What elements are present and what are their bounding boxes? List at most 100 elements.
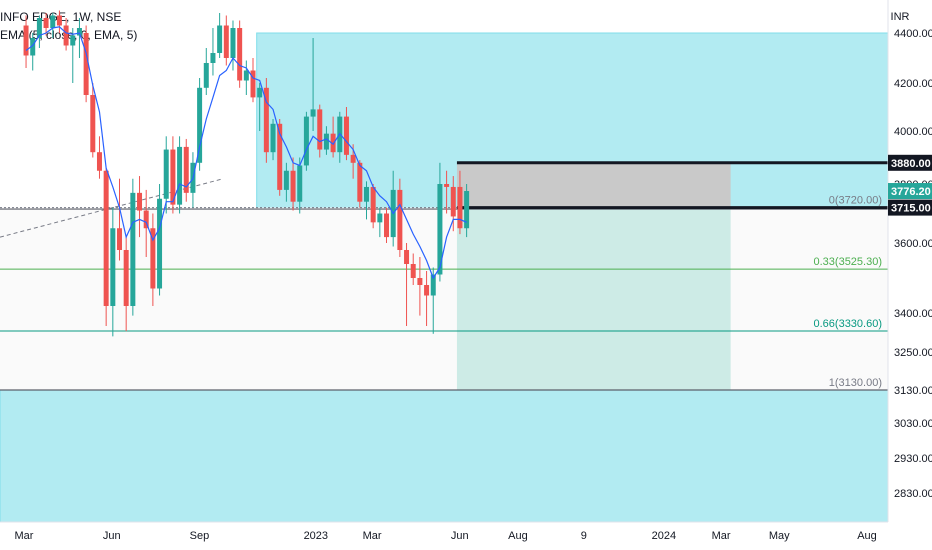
candle-body <box>56 15 62 26</box>
candle <box>377 207 383 238</box>
candle-body <box>117 228 123 250</box>
ema-line <box>25 26 467 280</box>
candle <box>404 243 410 326</box>
candle <box>243 60 249 95</box>
candle-body <box>310 109 316 117</box>
ema-layer <box>25 26 467 280</box>
candle <box>303 111 309 171</box>
stop-zone <box>456 162 731 208</box>
candle <box>277 119 283 196</box>
candle <box>457 170 463 235</box>
candle-body <box>297 165 303 202</box>
candle-body <box>430 274 436 296</box>
candle <box>363 181 369 220</box>
candle-body <box>43 18 49 28</box>
candle <box>370 184 376 229</box>
candle-body <box>223 25 229 58</box>
candle <box>297 157 303 214</box>
candles-layer <box>23 10 470 337</box>
candle-body <box>90 95 96 153</box>
candle <box>217 13 223 58</box>
candle <box>110 207 116 337</box>
candle <box>397 178 403 257</box>
fib-label-1: 0.33(3525.30) <box>814 256 883 268</box>
candle <box>410 253 416 285</box>
candle-body <box>83 33 89 95</box>
x-tick-label: 9 <box>581 530 587 542</box>
zones-layer <box>0 32 889 523</box>
x-tick-label: Mar <box>363 530 382 542</box>
y-tick-label: 3600.00 <box>894 238 932 250</box>
candle-body <box>444 184 450 187</box>
candle <box>137 176 143 238</box>
candle-body <box>76 28 82 36</box>
candle <box>283 162 289 202</box>
candle <box>357 160 363 208</box>
target-zone <box>456 207 731 390</box>
candle <box>190 152 196 208</box>
price-axis <box>888 0 932 550</box>
candle <box>150 213 156 306</box>
candle-body <box>257 87 263 98</box>
candle <box>123 237 129 332</box>
candle-body <box>404 250 410 264</box>
candle <box>30 33 36 71</box>
fib-label-3: 1(3130.00) <box>829 377 882 389</box>
candle <box>157 184 163 296</box>
candle-body <box>464 191 470 229</box>
candle-body <box>290 170 296 202</box>
candle <box>444 170 450 214</box>
candle <box>384 207 390 243</box>
candle-body <box>177 146 183 205</box>
candle-body <box>424 285 430 296</box>
candle <box>90 83 96 158</box>
candle-body <box>63 25 69 46</box>
candle <box>210 28 216 76</box>
candle <box>96 136 102 179</box>
candle <box>230 20 236 71</box>
fib-band <box>0 207 888 390</box>
x-tick-label: Aug <box>508 530 528 542</box>
x-tick-label: 2024 <box>652 530 676 542</box>
fib-label-0: 0(3720.00) <box>829 195 882 207</box>
candle-body <box>437 184 443 275</box>
y-tick-label: 4400.00 <box>894 28 932 40</box>
x-tick-label: Mar <box>712 530 731 542</box>
candle-body <box>357 162 363 202</box>
x-tick-label: Mar <box>15 530 34 542</box>
x-tick-label: Sep <box>190 530 210 542</box>
candle-body <box>343 116 349 155</box>
candle-body <box>30 38 36 56</box>
y-tick-label: 2930.00 <box>894 453 932 465</box>
candle <box>43 13 49 36</box>
candle <box>424 271 430 326</box>
candle <box>197 78 203 171</box>
currency-label: INR <box>891 11 910 23</box>
x-tick-label: May <box>769 530 790 542</box>
fib-label-2: 0.66(3330.60) <box>814 318 883 330</box>
candle-body <box>277 123 283 190</box>
candle-body <box>384 213 390 238</box>
y-tick-label: 3250.00 <box>894 347 932 359</box>
candle-body <box>323 133 329 150</box>
candle <box>70 28 76 83</box>
y-tick-label: 3030.00 <box>894 418 932 430</box>
candle-body <box>210 53 216 63</box>
candle <box>117 178 123 261</box>
entry-price-badge: 3715.00 <box>888 199 932 216</box>
x-tick-label: Jun <box>103 530 121 542</box>
candle-body <box>130 192 136 306</box>
candle <box>464 184 470 238</box>
candle-body <box>110 228 116 306</box>
candle <box>417 257 423 316</box>
entry-price-badge-text: 3715.00 <box>891 203 931 215</box>
candle-body <box>36 18 42 38</box>
last-price-badge-text: 3776.20 <box>891 186 931 198</box>
entry-price-badge-bg <box>888 199 932 216</box>
candle-body <box>450 186 456 217</box>
candle-body <box>330 133 336 153</box>
candle <box>163 136 169 214</box>
candle-body <box>303 116 309 166</box>
